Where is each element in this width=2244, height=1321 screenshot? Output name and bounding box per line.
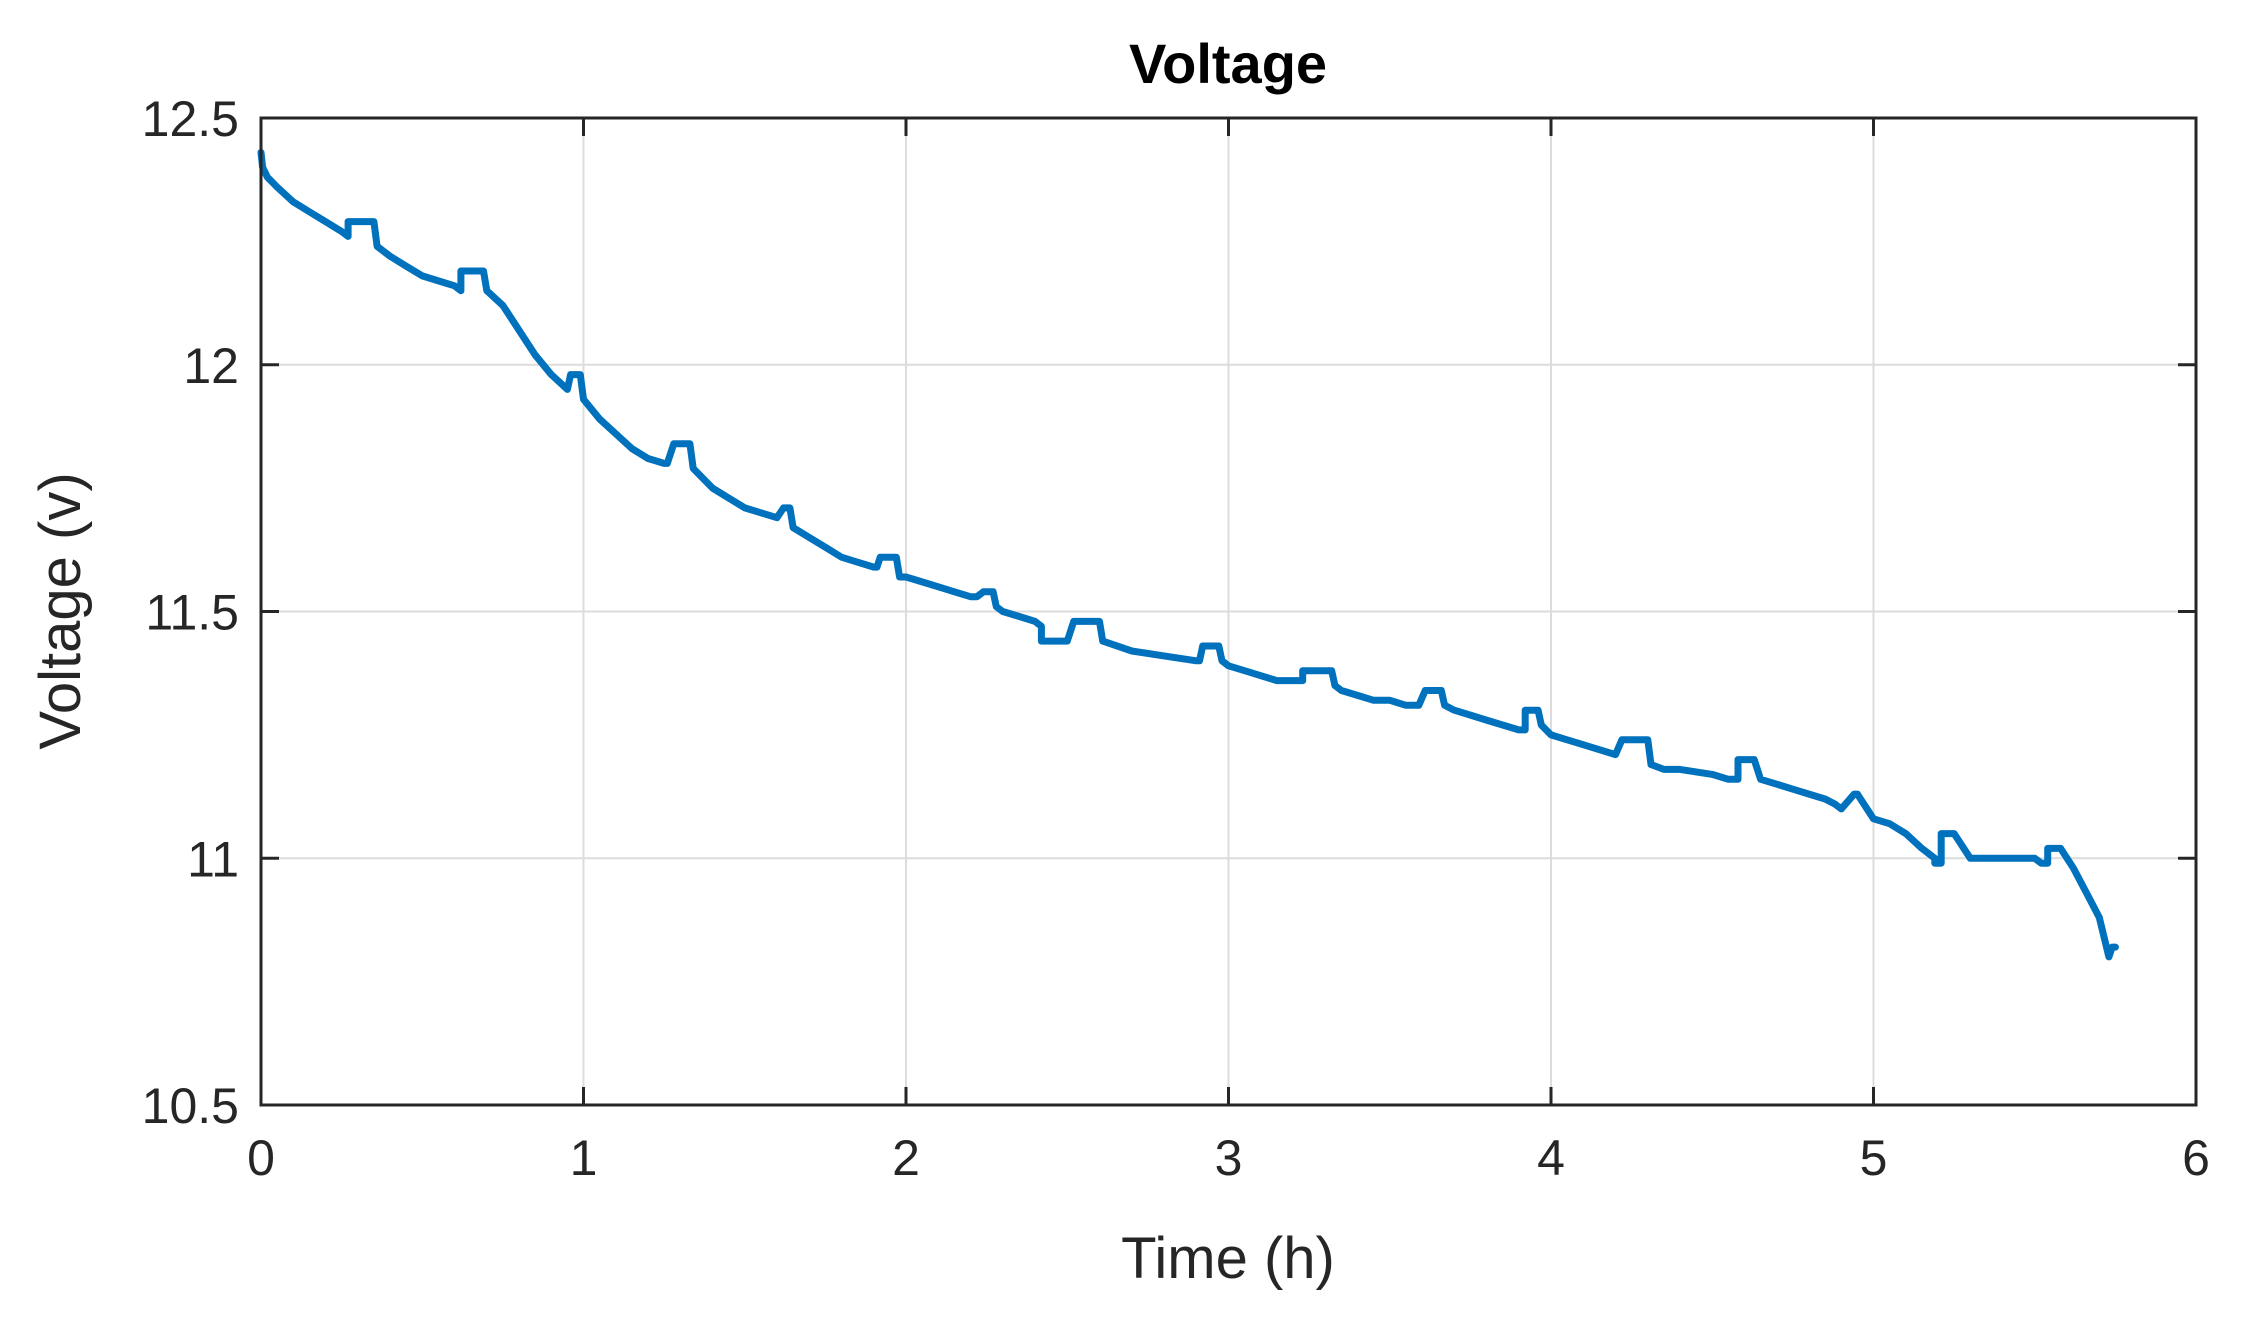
x-tick-label: 2 xyxy=(892,1130,920,1186)
y-tick-labels: 10.5 11 11.5 12 12.5 xyxy=(142,91,239,1134)
tick-marks xyxy=(259,116,2198,1107)
y-tick-label: 11.5 xyxy=(145,585,239,641)
y-axis-label: Voltage (v) xyxy=(28,472,93,749)
series-layer xyxy=(257,149,2119,961)
y-tick-label: 10.5 xyxy=(142,1078,239,1134)
x-axis-label: Time (h) xyxy=(1121,1226,1335,1291)
voltage-series-line xyxy=(257,149,2119,961)
x-tick-label: 3 xyxy=(1215,1130,1243,1186)
x-tick-label: 0 xyxy=(247,1130,275,1186)
chart-title: Voltage xyxy=(1129,32,1327,95)
x-tick-labels: 0 1 2 3 4 5 6 xyxy=(247,1130,2210,1186)
x-tick-label: 6 xyxy=(2182,1130,2210,1186)
x-tick-label: 1 xyxy=(570,1130,598,1186)
x-tick-label: 4 xyxy=(1537,1130,1565,1186)
y-tick-label: 12 xyxy=(183,338,239,394)
y-tick-label: 12.5 xyxy=(142,91,239,147)
y-tick-label: 11 xyxy=(187,831,239,887)
x-tick-label: 5 xyxy=(1860,1130,1888,1186)
grid xyxy=(260,117,2197,1106)
